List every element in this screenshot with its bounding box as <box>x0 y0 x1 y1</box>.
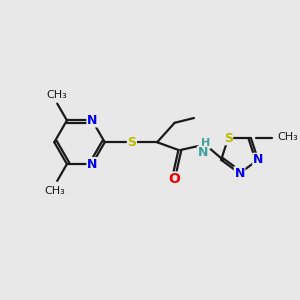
Text: H: H <box>201 138 210 148</box>
Text: N: N <box>253 153 263 167</box>
Text: S: S <box>128 136 136 149</box>
Text: N: N <box>234 167 245 180</box>
Text: N: N <box>87 158 97 171</box>
Text: S: S <box>224 132 233 145</box>
Text: N: N <box>87 114 97 127</box>
Text: N: N <box>197 146 208 159</box>
Text: CH₃: CH₃ <box>277 132 298 142</box>
Text: CH₃: CH₃ <box>47 90 68 100</box>
Text: CH₃: CH₃ <box>44 186 65 196</box>
Text: O: O <box>169 172 181 186</box>
